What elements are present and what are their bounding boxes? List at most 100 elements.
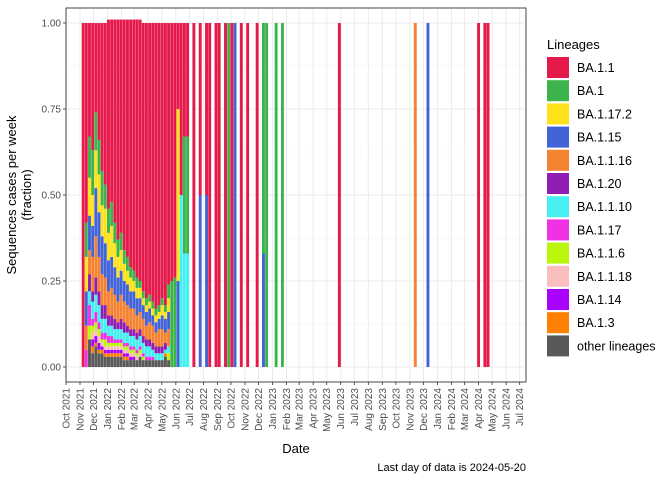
bar-segment — [135, 287, 139, 299]
bar-segment — [154, 346, 158, 354]
x-tick-label: Jul 2024 — [515, 388, 526, 426]
bar-segment — [154, 308, 158, 316]
bar-segment — [160, 360, 164, 367]
bar-segment — [160, 329, 164, 347]
bar-segment — [107, 353, 110, 357]
bar-segment — [119, 349, 123, 354]
y-axis: 0.00 0.25 0.50 0.75 1.00 — [42, 19, 66, 374]
bar-segment — [132, 360, 136, 367]
bar-segment — [170, 281, 174, 367]
bar-segment — [135, 277, 139, 288]
bar-segment — [138, 19, 142, 282]
bar-segment — [186, 136, 190, 254]
bar-segment — [167, 284, 171, 299]
bar-segment — [163, 311, 167, 319]
bar-segment — [94, 150, 98, 189]
x-tick-label: Jan 2024 — [433, 388, 444, 430]
bar-segment — [144, 356, 148, 361]
bar-segment — [483, 23, 487, 367]
bar-segment — [144, 298, 148, 306]
bar-segment — [132, 291, 136, 309]
bar-segment — [100, 205, 104, 237]
bar-segment — [129, 353, 133, 357]
bar-segment — [91, 256, 95, 292]
bar-segment — [91, 301, 95, 319]
bar-segment — [167, 353, 171, 361]
y-tick-label: 0.50 — [42, 191, 62, 202]
bar-segment — [198, 195, 202, 367]
bar-segment — [100, 349, 104, 354]
bar-segment — [148, 356, 152, 361]
bar-segment — [94, 112, 98, 151]
x-tick-label: Jun 2023 — [336, 388, 347, 430]
bar-segment — [182, 136, 186, 254]
bar-segment — [125, 360, 129, 367]
bar-segment — [151, 325, 155, 343]
bar-segment — [179, 195, 183, 367]
bar-segment — [151, 360, 155, 367]
bar-segment — [91, 291, 95, 302]
bar-segment — [141, 305, 145, 319]
x-tick-label: Feb 2023 — [282, 388, 293, 431]
bar-segment — [141, 353, 145, 357]
bar-segment — [88, 305, 91, 326]
bar-segment — [103, 184, 107, 209]
bar-segment — [148, 23, 152, 295]
bar-segment — [135, 19, 139, 278]
y-tick-label: 0.00 — [42, 363, 62, 374]
bar-segment — [138, 281, 142, 288]
bar-segment — [163, 356, 167, 367]
bar-segment — [100, 170, 104, 206]
bar-segment — [84, 256, 88, 292]
legend-label: BA.1 — [577, 84, 604, 98]
bar-segment — [135, 349, 139, 354]
legend-swatch — [547, 265, 569, 287]
bar-segment — [163, 23, 167, 306]
bar-segment — [132, 336, 136, 347]
legend: BA.1.1 BA.1 BA.1.17.2 BA.1.15 BA.1.1.16 BA.1.… — [547, 57, 656, 357]
bar-segment — [113, 19, 117, 223]
bar-segment — [94, 336, 98, 343]
bar-segment — [182, 253, 186, 367]
bar-segment — [148, 322, 152, 340]
bar-segment — [110, 19, 114, 202]
bar-segment — [160, 315, 164, 330]
bar-segment — [239, 23, 243, 367]
bar-segment — [113, 222, 117, 244]
legend-swatch — [547, 57, 569, 78]
bar-segment — [81, 23, 85, 367]
bar-segment — [110, 346, 114, 350]
bar-segment — [107, 356, 110, 367]
bar-segment — [154, 353, 158, 361]
x-tick-label: Nov 2023 — [405, 388, 416, 431]
bar-segment — [103, 23, 107, 185]
bar-segment — [144, 325, 148, 340]
bar-segment — [116, 346, 120, 350]
bar-segment — [88, 325, 91, 340]
bar-segment — [413, 23, 417, 367]
legend-swatch — [547, 242, 569, 264]
bar-segment — [119, 294, 123, 319]
x-tick-label: Apr 2024 — [474, 388, 485, 429]
bar-segment — [107, 325, 110, 337]
bar-segment — [151, 356, 155, 361]
legend-swatch — [547, 103, 569, 125]
bar-segment — [132, 356, 136, 361]
bar-segment — [125, 346, 129, 350]
bar-segment — [176, 23, 180, 109]
bar-segment — [107, 291, 110, 316]
bar-segment — [138, 346, 142, 350]
legend-title: Lineages — [547, 37, 600, 52]
bar-segment — [107, 349, 110, 354]
bar-segment — [107, 336, 110, 343]
bar-segment — [113, 318, 117, 330]
bar-segment — [116, 256, 120, 278]
bar-segment — [110, 325, 114, 337]
bar-segment — [122, 250, 126, 264]
bar-segment — [122, 353, 126, 357]
bar-segment — [110, 349, 114, 354]
bar-segment — [103, 277, 107, 306]
bar-segment — [125, 342, 129, 347]
bar-segment — [122, 349, 126, 354]
